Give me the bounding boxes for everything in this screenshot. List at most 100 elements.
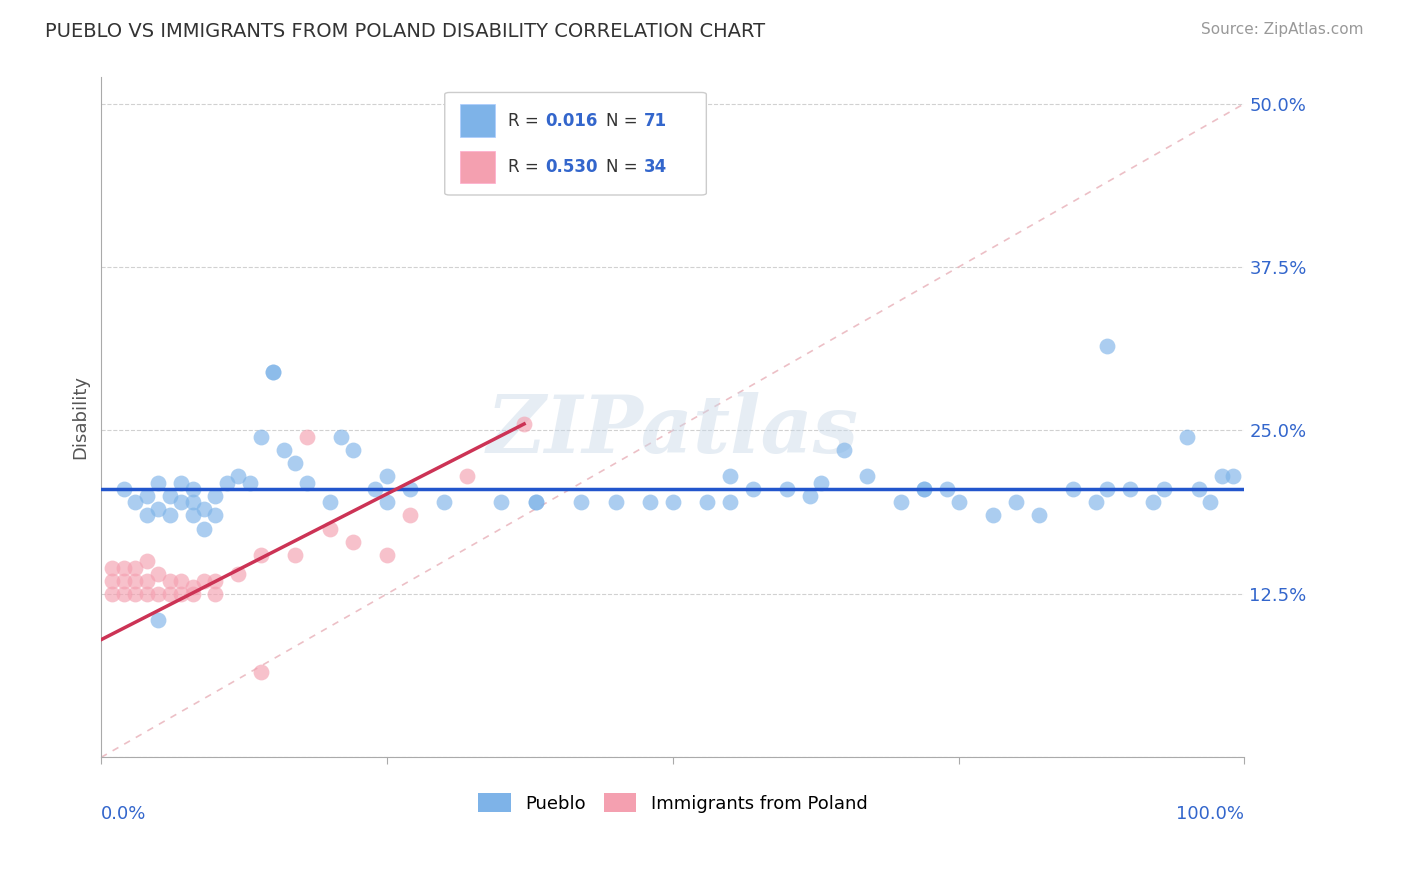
- Point: [1175, 430, 1198, 444]
- Point: [330, 430, 353, 444]
- Point: [912, 483, 935, 497]
- Point: [159, 587, 181, 601]
- Point: [226, 567, 249, 582]
- Point: [936, 483, 959, 497]
- Point: [741, 483, 763, 497]
- Point: [513, 417, 536, 431]
- Point: [181, 508, 204, 523]
- Point: [204, 489, 226, 503]
- Point: [148, 613, 170, 627]
- Point: [181, 581, 204, 595]
- Point: [1028, 508, 1050, 523]
- Point: [250, 665, 273, 680]
- Point: [262, 365, 284, 379]
- Point: [284, 456, 307, 470]
- Point: [170, 587, 193, 601]
- Point: [1004, 495, 1026, 509]
- Point: [1062, 483, 1084, 497]
- Text: PUEBLO VS IMMIGRANTS FROM POLAND DISABILITY CORRELATION CHART: PUEBLO VS IMMIGRANTS FROM POLAND DISABIL…: [45, 22, 765, 41]
- Y-axis label: Disability: Disability: [72, 376, 89, 459]
- Text: 100.0%: 100.0%: [1177, 805, 1244, 823]
- Point: [696, 495, 718, 509]
- Point: [1153, 483, 1175, 497]
- Point: [948, 495, 970, 509]
- Point: [810, 475, 832, 490]
- Point: [135, 489, 157, 503]
- Point: [181, 495, 204, 509]
- Point: [124, 495, 146, 509]
- Point: [319, 522, 342, 536]
- Point: [112, 561, 135, 575]
- Point: [124, 587, 146, 601]
- Point: [181, 483, 204, 497]
- Point: [1095, 338, 1118, 352]
- Point: [832, 443, 855, 458]
- Point: [1211, 469, 1233, 483]
- Point: [193, 574, 215, 588]
- Point: [912, 483, 935, 497]
- Point: [124, 561, 146, 575]
- Point: [319, 495, 342, 509]
- Point: [718, 469, 741, 483]
- Point: [1095, 483, 1118, 497]
- Point: [101, 561, 124, 575]
- Point: [398, 508, 420, 523]
- Point: [1119, 483, 1142, 497]
- Point: [799, 489, 821, 503]
- Point: [524, 495, 547, 509]
- Point: [273, 443, 295, 458]
- Point: [295, 430, 318, 444]
- Point: [112, 483, 135, 497]
- Point: [170, 475, 193, 490]
- Point: [1188, 483, 1211, 497]
- Point: [135, 508, 157, 523]
- Point: [1084, 495, 1107, 509]
- Point: [776, 483, 799, 497]
- Point: [661, 495, 683, 509]
- Point: [135, 554, 157, 568]
- Point: [284, 548, 307, 562]
- Point: [181, 587, 204, 601]
- Point: [159, 489, 181, 503]
- Point: [112, 574, 135, 588]
- Point: [489, 495, 512, 509]
- Point: [193, 502, 215, 516]
- Point: [375, 548, 398, 562]
- Point: [204, 587, 226, 601]
- Point: [159, 508, 181, 523]
- Point: [1199, 495, 1222, 509]
- Point: [718, 495, 741, 509]
- Point: [148, 475, 170, 490]
- Point: [226, 469, 249, 483]
- Legend: Pueblo, Immigrants from Poland: Pueblo, Immigrants from Poland: [471, 786, 875, 820]
- Point: [364, 483, 387, 497]
- Point: [1142, 495, 1164, 509]
- Point: [101, 574, 124, 588]
- Point: [375, 469, 398, 483]
- Point: [239, 475, 262, 490]
- Point: [981, 508, 1004, 523]
- Point: [250, 430, 273, 444]
- Point: [170, 495, 193, 509]
- Point: [524, 495, 547, 509]
- Point: [124, 574, 146, 588]
- Point: [148, 502, 170, 516]
- Point: [569, 495, 592, 509]
- Point: [204, 574, 226, 588]
- Point: [342, 443, 364, 458]
- Point: [375, 495, 398, 509]
- Point: [433, 495, 456, 509]
- Text: Source: ZipAtlas.com: Source: ZipAtlas.com: [1201, 22, 1364, 37]
- Point: [101, 587, 124, 601]
- Point: [170, 574, 193, 588]
- Point: [262, 365, 284, 379]
- Point: [193, 522, 215, 536]
- Point: [856, 469, 879, 483]
- Point: [890, 495, 912, 509]
- Point: [250, 548, 273, 562]
- Point: [148, 587, 170, 601]
- Point: [159, 574, 181, 588]
- Point: [456, 469, 478, 483]
- Point: [638, 495, 661, 509]
- Text: 0.0%: 0.0%: [101, 805, 146, 823]
